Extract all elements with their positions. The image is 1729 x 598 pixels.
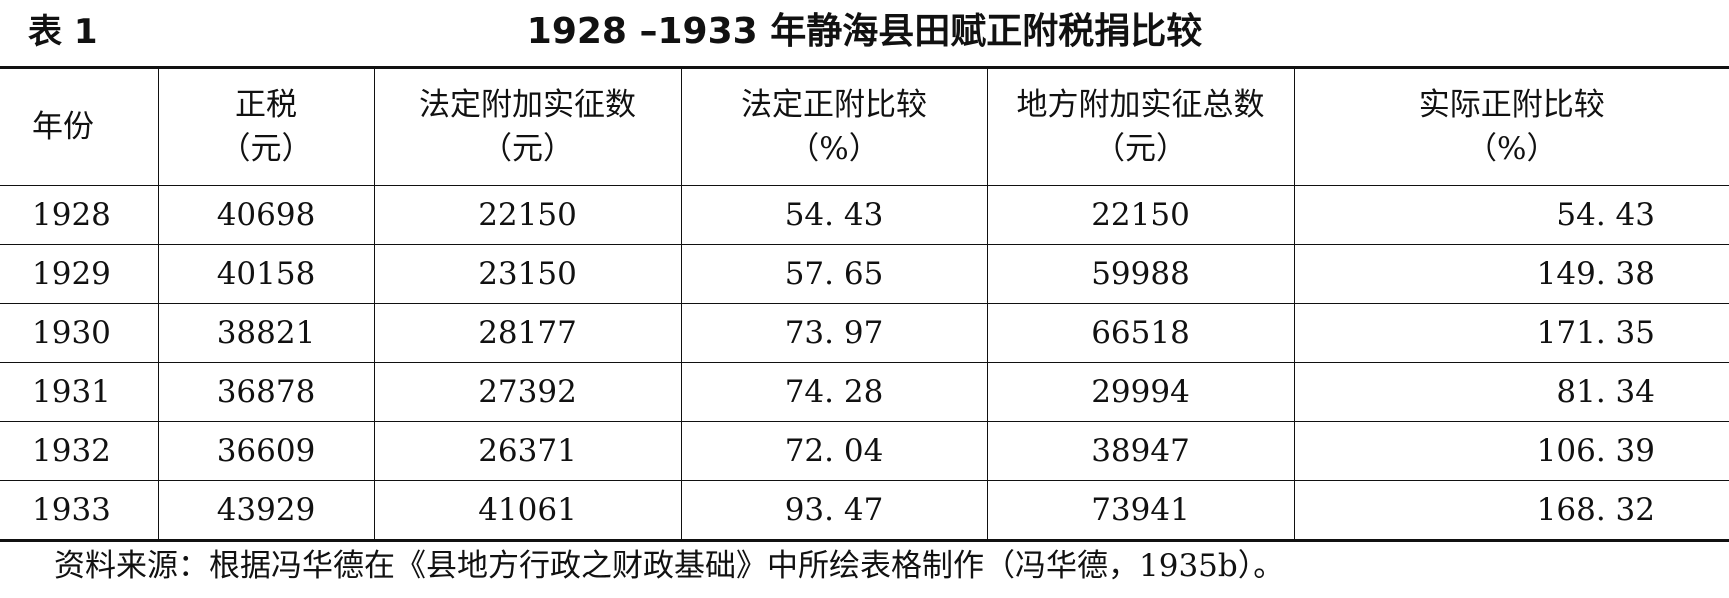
table-row: 1931 36878 27392 74. 28 29994 81. 34 bbox=[0, 362, 1729, 422]
table-row: 1928 40698 22150 54. 43 22150 54. 43 bbox=[0, 185, 1729, 245]
cell-statutory-ratio: 73. 97 bbox=[680, 303, 987, 363]
cell-statutory-surcharge: 41061 bbox=[373, 480, 681, 541]
cell-actual-ratio: 81. 34 bbox=[1293, 362, 1729, 422]
cell-actual-ratio: 149. 38 bbox=[1293, 244, 1729, 304]
cell-year: 1928 bbox=[0, 185, 158, 245]
cell-statutory-ratio: 57. 65 bbox=[680, 244, 987, 304]
cell-year: 1931 bbox=[0, 362, 158, 422]
cell-main-tax: 40158 bbox=[157, 244, 374, 304]
cell-local-surcharge: 73941 bbox=[986, 480, 1294, 541]
cell-statutory-surcharge: 26371 bbox=[373, 421, 681, 481]
cell-statutory-ratio: 54. 43 bbox=[680, 185, 987, 245]
cell-main-tax: 43929 bbox=[157, 480, 374, 541]
cell-actual-ratio: 171. 35 bbox=[1293, 303, 1729, 363]
header-statutory-ratio: 法定正附比较 （%） bbox=[680, 67, 987, 186]
cell-statutory-ratio: 72. 04 bbox=[680, 421, 987, 481]
cell-statutory-ratio: 93. 47 bbox=[680, 480, 987, 541]
cell-statutory-ratio: 74. 28 bbox=[680, 362, 987, 422]
cell-year: 1930 bbox=[0, 303, 158, 363]
header-local-surcharge: 地方附加实征总数 （元） bbox=[986, 67, 1294, 186]
cell-actual-ratio: 168. 32 bbox=[1293, 480, 1729, 541]
header-row: 年份 正税 （元） 法定附加实征数 （元） 法定正附比较 （%） 地方附加实征总数 （元… bbox=[0, 67, 1729, 186]
header-statutory-surcharge: 法定附加实征数 （元） bbox=[373, 67, 681, 186]
header-year: 年份 bbox=[0, 67, 158, 186]
cell-actual-ratio: 106. 39 bbox=[1293, 421, 1729, 481]
cell-year: 1929 bbox=[0, 244, 158, 304]
cell-statutory-surcharge: 28177 bbox=[373, 303, 681, 363]
table-title: 1928 –1933 年静海县田赋正附税捐比较 bbox=[526, 11, 1203, 52]
cell-statutory-surcharge: 22150 bbox=[373, 185, 681, 245]
table-row: 1932 36609 26371 72. 04 38947 106. 39 bbox=[0, 421, 1729, 481]
cell-year: 1932 bbox=[0, 421, 158, 481]
header-actual-ratio: 实际正附比较 （%） bbox=[1293, 67, 1729, 186]
cell-main-tax: 38821 bbox=[157, 303, 374, 363]
cell-local-surcharge: 59988 bbox=[986, 244, 1294, 304]
cell-local-surcharge: 22150 bbox=[986, 185, 1294, 245]
cell-main-tax: 40698 bbox=[157, 185, 374, 245]
table-number: 表 1 bbox=[28, 12, 98, 52]
table-caption: 表 1 1928 –1933 年静海县田赋正附税捐比较 bbox=[0, 0, 1729, 66]
cell-main-tax: 36609 bbox=[157, 421, 374, 481]
header-main-tax: 正税 （元） bbox=[157, 67, 374, 186]
source-note: 资料来源：根据冯华德在《县地方行政之财政基础》中所绘表格制作（冯华德，1935b… bbox=[54, 548, 1285, 584]
tax-comparison-table: 年份 正税 （元） 法定附加实征数 （元） 法定正附比较 （%） 地方附加实征总数 （元… bbox=[0, 66, 1729, 542]
cell-statutory-surcharge: 27392 bbox=[373, 362, 681, 422]
cell-main-tax: 36878 bbox=[157, 362, 374, 422]
table-row: 1930 38821 28177 73. 97 66518 171. 35 bbox=[0, 303, 1729, 363]
cell-local-surcharge: 29994 bbox=[986, 362, 1294, 422]
table-row: 1929 40158 23150 57. 65 59988 149. 38 bbox=[0, 244, 1729, 304]
cell-local-surcharge: 38947 bbox=[986, 421, 1294, 481]
cell-statutory-surcharge: 23150 bbox=[373, 244, 681, 304]
cell-actual-ratio: 54. 43 bbox=[1293, 185, 1729, 245]
cell-year: 1933 bbox=[32, 492, 111, 528]
table-row: 1933 43929 41061 93. 47 73941 168. 32 bbox=[0, 480, 1729, 541]
cell-local-surcharge: 66518 bbox=[986, 303, 1294, 363]
